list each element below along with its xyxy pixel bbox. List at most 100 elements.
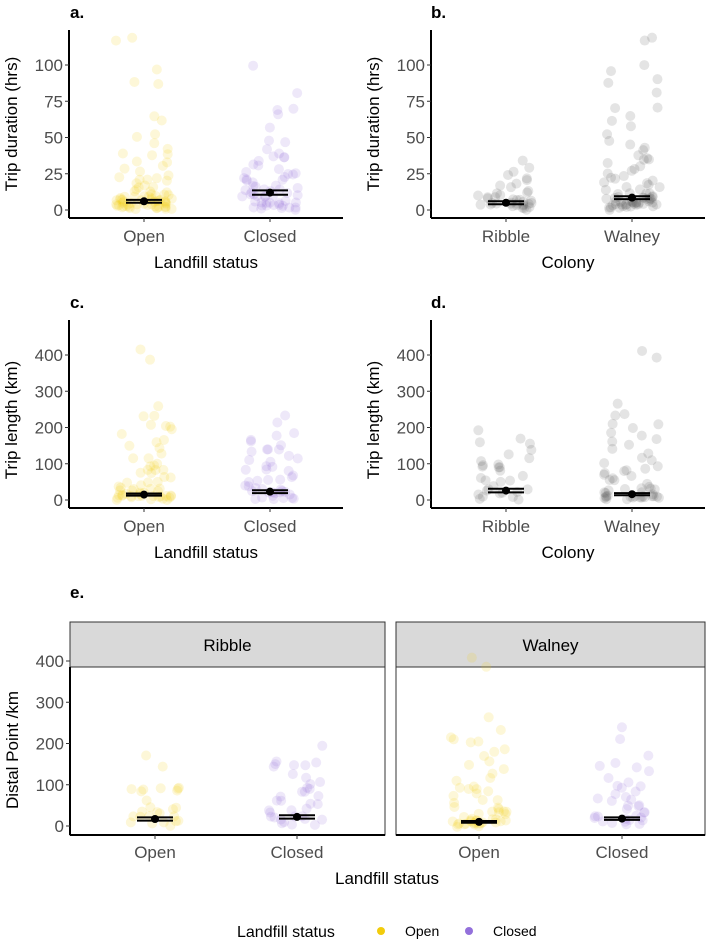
data-point — [279, 152, 290, 163]
data-point — [317, 740, 328, 751]
data-point — [248, 60, 259, 71]
data-point — [508, 166, 519, 177]
x-tick-label: Open — [458, 843, 500, 862]
data-point — [160, 421, 171, 432]
data-point — [263, 474, 274, 485]
data-point — [127, 32, 138, 43]
data-point — [165, 421, 176, 432]
data-point — [599, 458, 610, 469]
y-tick-label: 100 — [35, 56, 63, 75]
data-point — [264, 122, 275, 133]
data-point — [289, 760, 300, 771]
data-point — [160, 196, 171, 207]
data-point — [253, 155, 264, 166]
data-point — [648, 491, 659, 502]
data-point — [647, 32, 658, 43]
data-point — [113, 200, 124, 211]
data-point — [152, 807, 163, 818]
y-tick-label: 50 — [44, 129, 63, 148]
data-point — [476, 456, 487, 467]
data-point — [115, 194, 126, 205]
data-point — [505, 475, 516, 486]
data-point — [124, 440, 135, 451]
x-tick-label: Open — [123, 517, 165, 536]
data-point — [446, 732, 457, 743]
data-point — [158, 464, 169, 475]
x-axis-title: Landfill status — [335, 869, 439, 888]
data-point — [166, 193, 177, 204]
facet-label: Ribble — [203, 636, 251, 655]
data-point — [261, 197, 272, 208]
data-point — [607, 473, 618, 484]
data-point — [252, 191, 263, 202]
data-point — [526, 197, 537, 208]
data-point — [243, 477, 254, 488]
data-point — [639, 807, 650, 818]
data-point — [492, 795, 503, 806]
data-point — [274, 198, 285, 209]
data-point — [449, 801, 460, 812]
data-point — [262, 444, 273, 455]
data-point — [272, 104, 283, 115]
data-point — [152, 458, 163, 469]
y-axis-title: Trip length (km) — [2, 361, 21, 479]
data-point — [513, 494, 524, 505]
data-point — [477, 491, 488, 502]
data-point — [145, 419, 156, 430]
data-point — [604, 204, 615, 215]
data-point — [603, 773, 614, 784]
data-point — [162, 149, 173, 160]
data-point — [599, 468, 610, 479]
data-point — [162, 157, 173, 168]
data-point — [643, 448, 654, 459]
data-point — [639, 35, 650, 46]
legend-key-open — [377, 927, 385, 935]
data-point — [292, 453, 303, 464]
y-tick-label: 0 — [54, 491, 63, 510]
data-point — [621, 201, 632, 212]
data-point — [471, 788, 482, 799]
data-point — [136, 786, 147, 797]
data-point — [248, 181, 259, 192]
data-point — [483, 786, 494, 797]
data-point — [523, 198, 534, 209]
data-point — [634, 800, 645, 811]
data-point — [626, 794, 637, 805]
data-point — [149, 460, 160, 471]
data-point — [138, 411, 149, 422]
data-point — [642, 478, 653, 489]
x-axis-title: Colony — [542, 253, 595, 272]
data-point — [146, 189, 157, 200]
data-point — [172, 785, 183, 796]
data-point — [241, 175, 252, 186]
data-point — [136, 480, 147, 491]
data-point — [287, 169, 298, 180]
data-point — [148, 182, 159, 193]
data-point — [256, 197, 267, 208]
data-point — [240, 185, 251, 196]
data-point — [113, 490, 124, 501]
y-axis-title: Trip length (km) — [364, 361, 383, 479]
y-tick-label: 0 — [54, 201, 63, 220]
data-point — [271, 430, 282, 441]
data-point — [631, 762, 642, 773]
data-point — [473, 808, 484, 819]
data-point — [124, 203, 135, 214]
data-point — [487, 198, 498, 209]
y-tick-label: 100 — [36, 776, 64, 795]
data-point — [644, 766, 655, 777]
data-point — [645, 483, 656, 494]
data-point — [625, 201, 636, 212]
data-point — [635, 161, 646, 172]
data-point — [152, 196, 163, 207]
y-tick-label: 400 — [35, 346, 63, 365]
data-point — [600, 488, 611, 499]
data-point — [128, 811, 139, 822]
data-point — [116, 428, 127, 439]
data-point — [500, 809, 511, 820]
data-point — [152, 476, 163, 487]
data-point — [129, 186, 140, 197]
data-point — [521, 173, 532, 184]
x-tick-label: Walney — [604, 227, 661, 246]
data-point — [117, 202, 128, 213]
